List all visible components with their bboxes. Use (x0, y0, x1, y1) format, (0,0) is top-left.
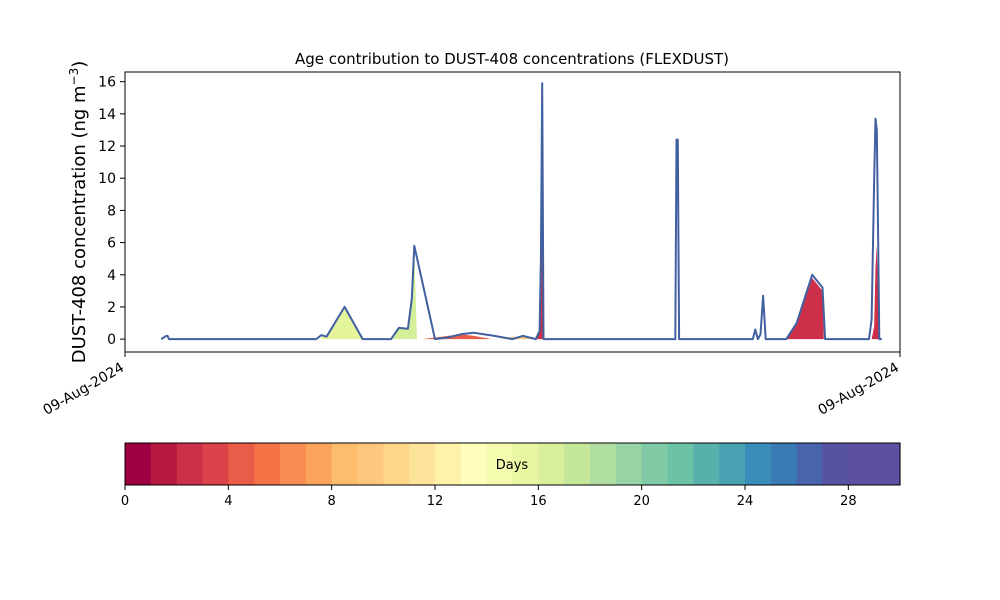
colorbar-tick-label: 16 (530, 494, 547, 509)
colorbar-cell (848, 443, 875, 485)
colorbar-frame (124, 442, 901, 486)
colorbar-cell (512, 443, 539, 485)
colorbar-cell (228, 443, 255, 485)
colorbar-cell (435, 443, 462, 485)
age-band-area-0 (321, 306, 363, 340)
colorbar-cell (874, 443, 901, 485)
age-band-area-5 (786, 278, 824, 340)
colorbar-cell (770, 443, 798, 485)
colorbar-cell (460, 443, 488, 485)
colorbar-cell (331, 443, 359, 485)
colorbar-cell (693, 443, 720, 485)
colorbar-cell (409, 443, 436, 485)
colorbar-cell (564, 443, 591, 485)
y-tick-label: 8 (107, 203, 116, 219)
total-concentration-line (160, 82, 882, 341)
y-tick-label: 0 (107, 332, 116, 348)
age-band-areas (321, 226, 880, 340)
y-axis-label-text: DUST-408 concentration (ng m (69, 85, 90, 363)
age-band-area-6 (871, 245, 880, 340)
colorbar-cell (667, 443, 694, 485)
colorbar-cell (641, 443, 669, 485)
colorbar-cells (125, 443, 901, 485)
colorbar-tick-label: 4 (224, 494, 232, 509)
plot-area (124, 71, 901, 353)
y-tick-label: 16 (98, 75, 116, 91)
colorbar-cell (538, 443, 565, 485)
colorbar-cell (745, 443, 772, 485)
colorbar-cell (305, 443, 333, 485)
y-tick-label: 10 (98, 171, 116, 187)
colorbar-cell (796, 443, 824, 485)
colorbar-cell (280, 443, 307, 485)
colorbar-cell (719, 443, 746, 485)
y-tick-label: 12 (98, 139, 116, 155)
plot-frame (124, 71, 901, 353)
colorbar-tick-label: 8 (328, 494, 336, 509)
y-axis-label: DUST-408 concentration (ng m−3) (67, 61, 90, 364)
y-axis-label-close: ) (69, 61, 90, 68)
colorbar-tick-label: 12 (427, 494, 444, 509)
y-axis: 0 2 4 6 8 10 12 14 16 (98, 75, 125, 348)
colorbar-cell (822, 443, 849, 485)
colorbar-cell (202, 443, 229, 485)
colorbar-label: Days (496, 458, 529, 473)
colorbar-cell (615, 443, 643, 485)
colorbar-cell (176, 443, 204, 485)
colorbar-tick-label: 0 (121, 494, 129, 509)
y-tick-label: 2 (107, 300, 116, 316)
x-axis: 09-Aug-2024 09-Aug-2024 (41, 352, 903, 419)
y-tick-label: 4 (107, 268, 116, 284)
y-axis-label-superscript: −3 (67, 68, 81, 86)
colorbar-cell (150, 443, 178, 485)
colorbar-tick-label: 28 (840, 494, 857, 509)
colorbar-tick-label: 24 (737, 494, 754, 509)
x-tick-label: 09-Aug-2024 (816, 360, 903, 419)
colorbar-cell (383, 443, 410, 485)
y-tick-label: 14 (98, 107, 116, 123)
chart-title: Age contribution to DUST-408 concentrati… (295, 50, 729, 68)
colorbar-cell (357, 443, 384, 485)
colorbar-cell (486, 443, 514, 485)
y-tick-label: 6 (107, 236, 116, 252)
colorbar-ticks: 0 4 8 12 16 20 24 28 (121, 485, 857, 509)
colorbar-cell (125, 443, 152, 485)
colorbar-cell (590, 443, 617, 485)
colorbar: Days 0 4 8 12 16 20 24 28 (121, 442, 901, 509)
colorbar-cell (254, 443, 281, 485)
x-tick-label: 09-Aug-2024 (41, 360, 128, 419)
colorbar-tick-label: 20 (633, 494, 650, 509)
